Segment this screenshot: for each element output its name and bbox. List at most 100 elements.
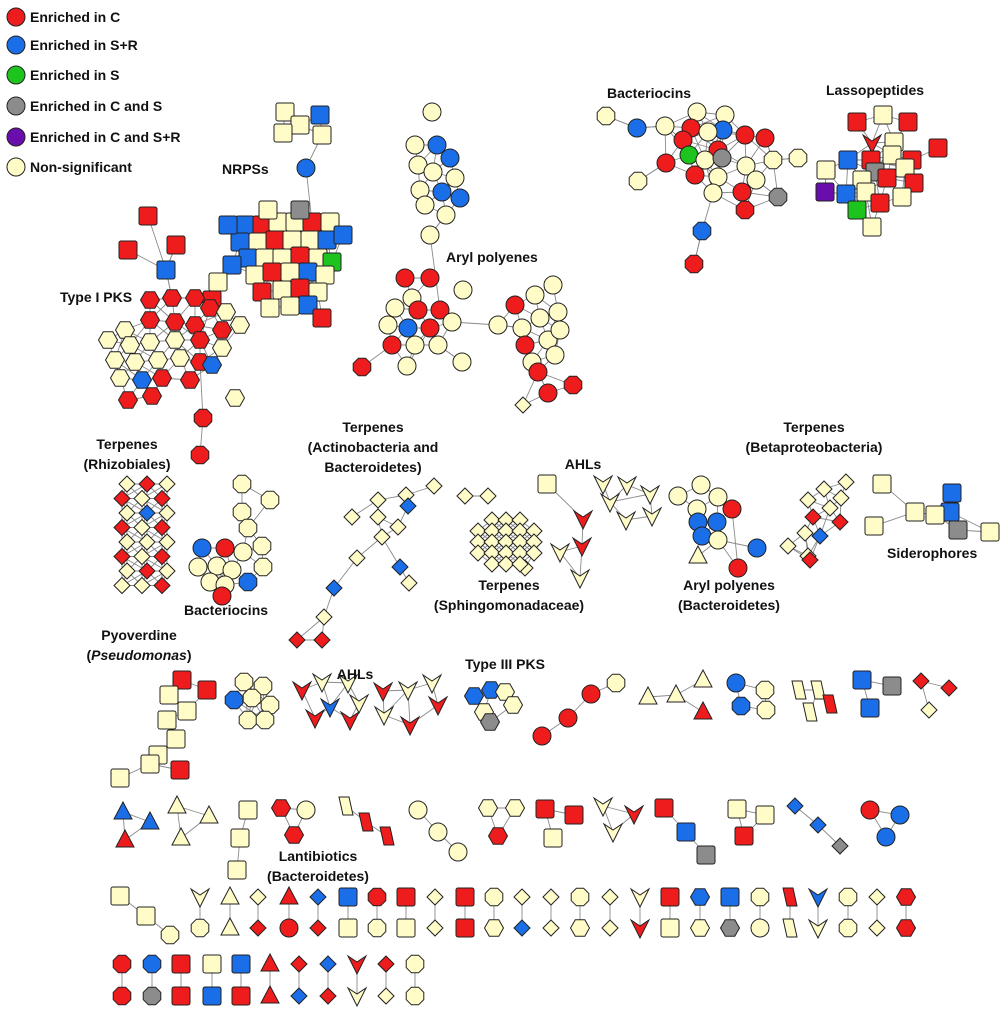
aryl1-node-circle-c — [515, 335, 535, 355]
bottom-pair-3-node-square-ns — [202, 954, 222, 974]
pks1-node-square-sr — [156, 260, 176, 280]
legend-marker-ns — [6, 157, 26, 177]
nrps-node-square-sr — [333, 225, 353, 245]
bottom-pair-0-node-octagon-c — [112, 954, 132, 974]
nrps-node-circle-sr — [296, 158, 316, 178]
pair-3-node-triangle-c — [279, 885, 299, 905]
pair-8-node-diamond-ns — [426, 919, 444, 937]
pks1-node-hexagon-ns — [211, 339, 233, 357]
sider-node-square-ns — [864, 516, 884, 536]
terp-rhiz-node-diamond-ns — [158, 475, 176, 493]
terp-rhiz-node-diamond-ns — [113, 576, 131, 595]
terp-act-node-diamond-ns — [348, 549, 366, 567]
nrps-node-square-ns — [300, 230, 320, 250]
pair-16-node-square-ns — [660, 918, 680, 938]
s2e-node-parallelogram-ns — [338, 796, 354, 816]
terp-rhiz-node-diamond-ns — [118, 504, 136, 522]
aryl1-node-circle-c — [538, 383, 558, 403]
label-aryl-polyenes: Aryl polyenes — [446, 249, 538, 265]
ahl1-edge — [609, 493, 651, 503]
pks1-node-hexagon-sr — [131, 371, 153, 389]
bact2-node-circle-ns — [188, 557, 208, 577]
label-aryl-polyenes-bacteroidetes-taxon: (Bacteroidetes) — [678, 597, 780, 613]
s2f-node-circle-ns — [448, 842, 468, 862]
lasso-node-chevron-c — [861, 133, 883, 155]
terp-act-node-diamond-ns — [369, 508, 387, 526]
aryl1-node-circle-ns — [453, 280, 473, 300]
pair-18-node-square-sr — [720, 887, 740, 907]
aryl1-node-circle-sr — [427, 135, 447, 155]
pair-6-node-octagon-c — [367, 887, 387, 907]
s2b-node-triangle-ns — [167, 794, 187, 814]
s2j-node-square-cs — [696, 845, 716, 865]
ahl2-node-chevron-c — [427, 695, 449, 717]
pks1-node-hexagon-ns — [169, 349, 191, 367]
s2l-node-diamond-sr — [786, 797, 804, 815]
terp-beta-node-diamond-sr — [811, 527, 829, 545]
nrps-node-square-sr — [230, 232, 250, 252]
terp-beta-node-diamond-c — [804, 508, 822, 526]
bottom-pair-4-node-square-c — [231, 986, 251, 1006]
s3a-node-octagon-ns — [160, 925, 180, 945]
lasso-node-square-ns — [816, 160, 836, 180]
pair-19-node-octagon-ns — [750, 887, 770, 907]
nrps-node-square-sr — [298, 262, 318, 282]
nrps-node-square-sr — [238, 248, 258, 268]
bottom-pair-2-node-square-c — [171, 954, 191, 974]
aryl2-node-circle-ns — [668, 486, 688, 506]
ahl1-node-chevron-ns — [549, 542, 571, 564]
bact1-node-circle-ns — [687, 102, 707, 122]
aryl2-node-circle-sr — [692, 526, 712, 546]
terp-rhiz-node-diamond-c — [113, 547, 131, 566]
pks1-node-square-c — [166, 235, 186, 255]
sider-node-square-ns — [905, 502, 925, 522]
aryl2-node-circle-ns — [708, 530, 728, 550]
s1f-node-diamond-c — [912, 672, 930, 690]
s2k-node-square-ns — [727, 799, 747, 819]
pair-23-node-diamond-ns — [868, 888, 886, 906]
terp-rhiz-node-diamond-c — [113, 489, 131, 508]
nrps-node-square-ns — [258, 200, 278, 220]
pyo-node-square-ns — [157, 710, 177, 730]
pyo-node-square-ns — [140, 754, 160, 774]
s2i-node-chevron-ns — [602, 822, 624, 844]
legend-marker-sr — [6, 35, 26, 55]
nrps-node-square-sr — [310, 105, 330, 125]
s2l-node-diamond-cs — [831, 837, 849, 855]
bact1-node-circle-s — [679, 145, 699, 165]
bact1-node-circle-c — [732, 182, 752, 202]
nrps-node-square-c — [252, 282, 272, 302]
lasso-node-square-c — [877, 168, 897, 188]
s1e-node-square-sr — [860, 698, 880, 718]
terp-rhiz-node-diamond-ns — [133, 547, 151, 566]
bact1-node-circle-ns — [746, 170, 766, 190]
pks1-node-hexagon-c — [151, 369, 173, 387]
terp-rhiz-node-diamond-c — [153, 489, 171, 508]
pks1-node-hexagon-ns — [109, 369, 131, 387]
pair-22-node-octagon-ns — [838, 918, 858, 938]
terp-act-node-diamond-ns — [369, 491, 387, 509]
bact1-node-octagon-c — [735, 200, 755, 220]
nrps-node-square-ns — [208, 272, 228, 292]
terp-rhiz-node-diamond-ns — [133, 489, 151, 508]
terp-rhiz-node-diamond-c — [113, 518, 131, 537]
aryl1-node-circle-c — [420, 318, 440, 338]
ahl2-node-chevron-c — [372, 681, 394, 703]
s1a-node-circle-c — [581, 684, 601, 704]
label-type1-pks: Type I PKS — [60, 289, 132, 305]
s2k-node-square-ns — [755, 805, 775, 825]
lasso-node-square-c — [898, 112, 918, 132]
legend-label-c: Enriched in C — [30, 9, 120, 25]
aryl1-node-circle-ns — [415, 195, 435, 215]
pks3-node-hexagon-ns — [502, 696, 524, 714]
terp-sph-node-diamond-ns — [525, 544, 543, 562]
s1f-node-diamond-c — [940, 679, 958, 697]
legend: Enriched in C Enriched in S+R Enriched i… — [6, 7, 181, 177]
terp-rhiz-node-diamond-ns — [118, 562, 136, 580]
bottom-pair-8-node-chevron-c — [346, 954, 368, 976]
pks1-node-hexagon-c — [164, 313, 186, 331]
s2m-node-circle-sr — [890, 805, 910, 825]
pks1-node-hexagon-ns — [97, 331, 119, 349]
nrps-node-square-c — [265, 230, 285, 250]
